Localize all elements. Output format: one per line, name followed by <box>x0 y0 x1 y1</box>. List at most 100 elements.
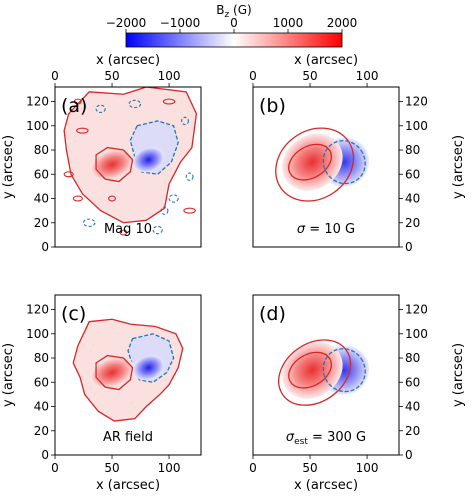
colorbar-tick-label: −1000 <box>160 16 201 30</box>
y-tick-label: 60 <box>34 167 49 181</box>
y-tick-label: 80 <box>405 143 420 157</box>
noise-contour-negative <box>168 194 179 203</box>
positive-core <box>90 148 135 181</box>
x-tick-label: 0 <box>249 69 257 83</box>
y-tick-label: 20 <box>34 424 49 438</box>
panel-label: (d) <box>259 303 286 325</box>
noise-contour-positive <box>162 98 176 105</box>
panel-annotation: Mag 10 <box>104 222 152 237</box>
x-axis-label: x (arcsec) <box>96 53 160 68</box>
y-tick-label: 60 <box>405 375 420 389</box>
x-tick-label: 0 <box>51 69 59 83</box>
colorbar-title-sub: z <box>225 10 230 20</box>
x-tick-label: 0 <box>51 461 59 475</box>
negative-core <box>132 147 165 173</box>
noise-contour-negative <box>128 99 142 109</box>
colorbar-tick-label: −2000 <box>106 16 147 30</box>
panel-image <box>278 339 370 406</box>
colorbar-title: Bz (G) <box>216 3 251 20</box>
y-tick-label: 60 <box>405 167 420 181</box>
y-tick-label: 100 <box>405 327 428 341</box>
panel-frame <box>54 86 202 248</box>
noise-contour-negative <box>152 225 163 235</box>
y-tick-label: 80 <box>405 351 420 365</box>
positive-inner-contour <box>95 354 134 391</box>
noise-contour-positive <box>73 98 82 105</box>
panel-frame <box>252 294 400 456</box>
y-tick-label: 100 <box>405 119 428 133</box>
noise-contour-positive <box>63 171 74 178</box>
noise-contour-positive <box>183 207 196 214</box>
noise-contour-positive <box>76 127 89 134</box>
x-tick-label: 100 <box>356 69 379 83</box>
x-axis-label: x (arcsec) <box>96 478 160 493</box>
y-tick-label: 60 <box>34 375 49 389</box>
noise-contour-negative <box>181 116 190 126</box>
y-tick-label: 80 <box>34 351 49 365</box>
panel-d: (d) σest = 300 G 0 50 100 x (arcsec) 0 20 40 60 80… <box>249 294 466 493</box>
colorbar-bar <box>125 32 343 48</box>
noise-contour-positive <box>72 195 83 202</box>
colorbar-tick-label: 0 <box>230 16 238 30</box>
positive-inner-contour <box>288 143 332 181</box>
panel-annotation: σ = 10 G <box>297 222 355 237</box>
panel-label: (c) <box>61 303 86 325</box>
x-tick-label: 50 <box>104 69 119 83</box>
x-axis-label: x (arcsec) <box>294 478 358 493</box>
y-axis-label: y (arcsec) <box>451 343 466 407</box>
panel-label: (b) <box>259 95 286 117</box>
y-tick-label: 40 <box>405 192 420 206</box>
positive-inner-contour <box>288 351 332 389</box>
panel-image <box>275 127 370 202</box>
negative-core <box>132 355 165 381</box>
x-tick-label: 0 <box>249 461 257 475</box>
y-axis-label: y (arcsec) <box>451 135 466 199</box>
x-tick-label: 50 <box>302 69 317 83</box>
colorbar-ticks: −2000 −1000 0 1000 2000 <box>106 16 358 33</box>
noise-contour-positive <box>119 229 128 236</box>
y-axis-label: y (arcsec) <box>1 343 16 407</box>
y-tick-label: 20 <box>34 216 49 230</box>
y-tick-label: 120 <box>405 303 428 317</box>
panel-c: (c) AR field 0 50 100 x (arcsec) 0 20 40 60 80 100 1… <box>1 294 202 493</box>
positive-core <box>90 356 135 389</box>
x-tick-label: 100 <box>158 69 181 83</box>
noise-contour-positive <box>108 195 117 202</box>
noise-contour-negative <box>185 172 194 181</box>
panel-frame <box>54 294 202 456</box>
y-tick-label: 20 <box>405 216 420 230</box>
y-tick-label: 120 <box>26 95 49 109</box>
panel-image <box>63 87 198 236</box>
colorbar-tick-label: 2000 <box>327 16 358 30</box>
noise-contour-negative <box>160 206 169 215</box>
positive-inner-contour <box>95 146 134 183</box>
panel-label: (a) <box>61 95 87 117</box>
negative-contour <box>322 348 366 393</box>
y-tick-label: 0 <box>405 240 413 254</box>
negative-contour <box>322 140 366 185</box>
y-tick-label: 100 <box>26 119 49 133</box>
y-tick-label: 40 <box>34 400 49 414</box>
colorbar-title-main: B <box>216 3 224 17</box>
x-tick-label: 100 <box>356 461 379 475</box>
y-tick-label: 40 <box>34 192 49 206</box>
noise-contour-negative <box>95 104 106 114</box>
x-tick-label: 50 <box>104 461 119 475</box>
colorbar-title-unit: (G) <box>229 3 251 17</box>
y-tick-label: 40 <box>405 400 420 414</box>
x-tick-label: 50 <box>302 461 317 475</box>
y-tick-label: 20 <box>405 424 420 438</box>
panel-image <box>72 318 184 422</box>
y-tick-label: 80 <box>34 143 49 157</box>
x-tick-label: 100 <box>158 461 181 475</box>
panel-frame <box>252 86 400 248</box>
y-tick-label: 120 <box>405 95 428 109</box>
colorbar-tick-label: 1000 <box>273 16 304 30</box>
noise-contour-negative <box>82 218 96 227</box>
positive-outer-contour <box>278 339 352 406</box>
y-tick-label: 0 <box>41 448 49 462</box>
